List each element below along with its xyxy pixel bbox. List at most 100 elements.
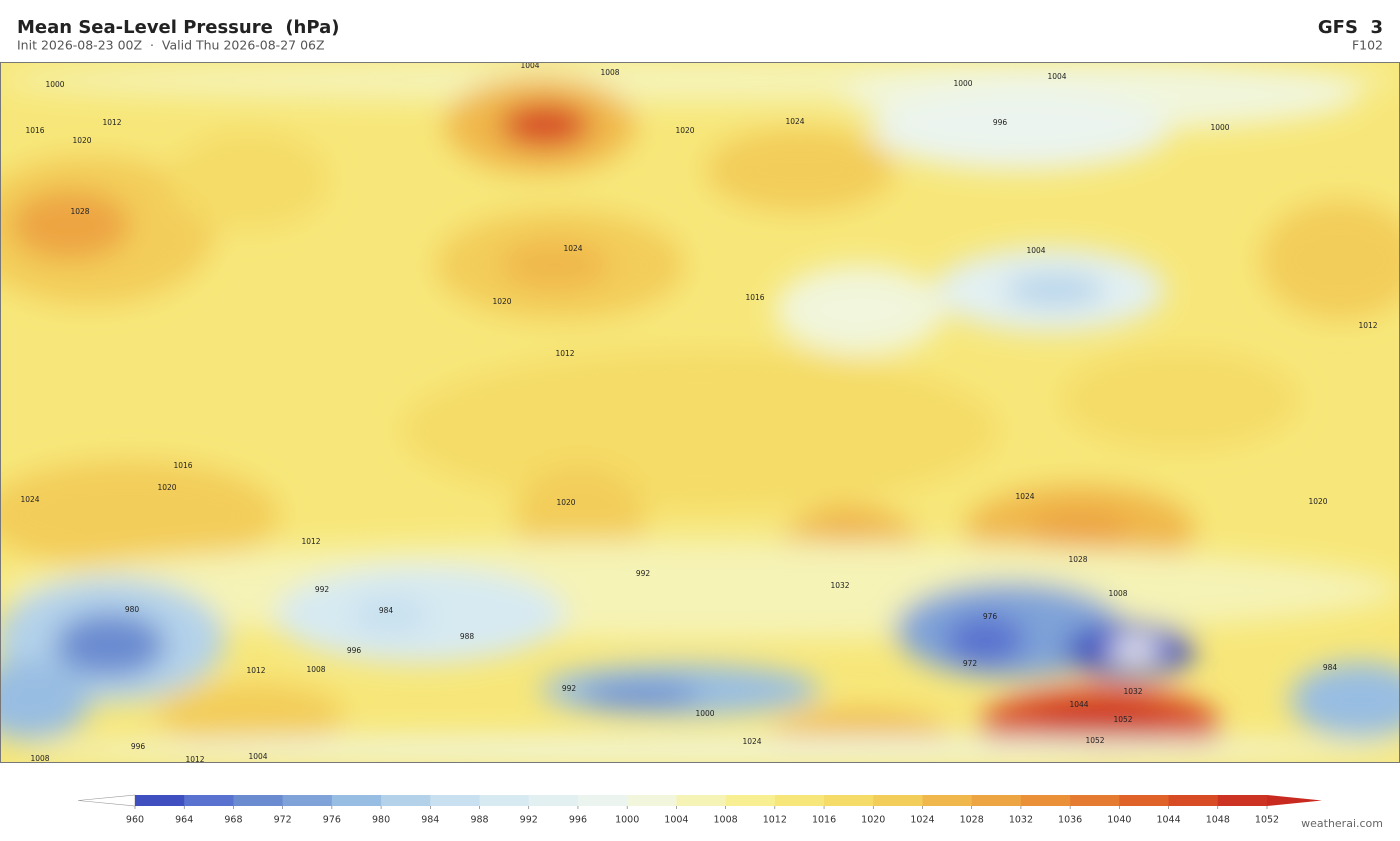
contour-label: 1052 [1113,715,1132,724]
contour-label: 1024 [20,495,39,504]
contour-label: 992 [636,569,651,578]
forecast-hour: F102 [1352,38,1383,53]
colorbar-bin [479,795,530,806]
colorbar: 960 964 968 972 976 980 984 988 992 996 1000 1004 10… [77,794,1322,826]
contour-label: 1012 [246,666,265,675]
colorbar-tick-label: 996 [569,815,587,826]
pressure-region [55,613,165,677]
colorbar-bin [774,795,825,806]
pressure-region [0,660,90,740]
pressure-region [1109,639,1161,661]
colorbar-bin [1168,795,1219,806]
colorbar-tick-label: 1028 [960,815,984,826]
colorbar-tick-label: 1012 [763,815,787,826]
contour-label: 1024 [742,737,761,746]
pressure-region [1030,510,1130,550]
pressure-region [705,128,895,212]
contour-label: 1024 [563,244,582,253]
colorbar-tick-label: 1008 [714,815,738,826]
credit: weatherai.com [1301,817,1383,830]
contour-label: 1000 [1210,123,1229,132]
contour-label: 972 [963,659,978,668]
colorbar-tick-label: 1024 [910,815,934,826]
colorbar-tick-label: 988 [470,815,488,826]
pressure-map: 1004 1008 1004 1000 1000 1012 1016 1020 1020 1024… [0,61,1400,764]
pressure-region [400,350,1000,510]
colorbar-tick-label: 984 [421,815,439,826]
colorbar-tick-label: 1004 [664,815,688,826]
contour-label: 1008 [600,68,619,77]
colorbar-bin [725,795,776,806]
contour-label: 1004 [248,752,267,761]
colorbar-bin [971,795,1022,806]
colorbar-tick-label: 1052 [1255,815,1279,826]
pressure-region [20,736,1400,762]
contour-label: 1012 [102,118,121,127]
pressure-region [1005,275,1105,305]
colorbar-tick-label: 992 [520,815,538,826]
colorbar-tick-label: 1032 [1009,815,1033,826]
pressure-region [500,240,610,290]
contour-label: 1004 [1026,246,1045,255]
contour-label: 1008 [1108,589,1127,598]
colorbar-bin [1070,795,1120,806]
contour-label: 988 [460,632,475,641]
colorbar-under [77,794,136,807]
pressure-region [945,615,1025,665]
contour-label: 1016 [173,461,192,470]
pressure-region [155,683,345,747]
colorbar-tick-label: 980 [372,815,390,826]
colorbar-tick-label: 976 [323,815,341,826]
pressure-region [1060,350,1300,450]
colorbar-bin [282,795,333,806]
colorbar-tick-label: 1016 [812,815,836,826]
pressure-region [350,595,430,635]
contour-label: 1044 [1069,700,1088,709]
colorbar-tick-label: 1000 [615,815,639,826]
colorbar-tick-label: 960 [126,815,144,826]
contour-label: 1024 [1015,492,1034,501]
contour-label: 996 [131,742,146,751]
pressure-region [870,90,1170,170]
colorbar-over [1267,795,1322,806]
contour-label: 984 [1323,663,1338,672]
contour-label: 1008 [30,754,49,763]
contour-label: 992 [562,684,577,693]
colorbar-tick-label: 1040 [1107,815,1131,826]
pressure-region [1260,200,1400,320]
pressure-region [170,130,330,230]
colorbar-bin [873,795,923,806]
title: Mean Sea-Level Pressure (hPa) [17,17,339,38]
colorbar-bin [184,795,234,806]
contour-label: 1012 [185,755,204,764]
colorbar-bin [1119,795,1170,806]
contour-label: 1004 [520,61,539,70]
contour-label: 984 [379,606,394,615]
colorbar-bin [1217,795,1268,806]
contour-label: 1016 [745,293,764,302]
contour-label: 1012 [301,537,320,546]
contour-label: 1032 [830,581,849,590]
pressure-region [1290,662,1400,738]
contour-label: 1020 [492,297,511,306]
contour-label: 1028 [70,207,89,216]
model-name: GFS 3 [1318,17,1383,38]
contour-label: 1020 [72,136,91,145]
colorbar-tick-label: 972 [274,815,292,826]
contour-label: 1008 [306,665,325,674]
colorbar-bin [627,795,677,806]
colorbar-bin [233,795,284,806]
pressure-region [10,190,130,260]
colorbar-bin [577,795,628,806]
colorbar-tick-label: 1020 [861,815,885,826]
contour-label: 1024 [785,117,804,126]
pressure-region [580,683,700,707]
contour-label: 1012 [555,349,574,358]
colorbar-bin [528,795,579,806]
subtitle: Init 2026-08-23 00Z · Valid Thu 2026-08-… [17,38,325,53]
pressure-field [0,62,1400,762]
colorbar-tick-label: 1048 [1206,815,1230,826]
colorbar-tick-label: 1044 [1156,815,1180,826]
colorbar-bin [676,795,727,806]
